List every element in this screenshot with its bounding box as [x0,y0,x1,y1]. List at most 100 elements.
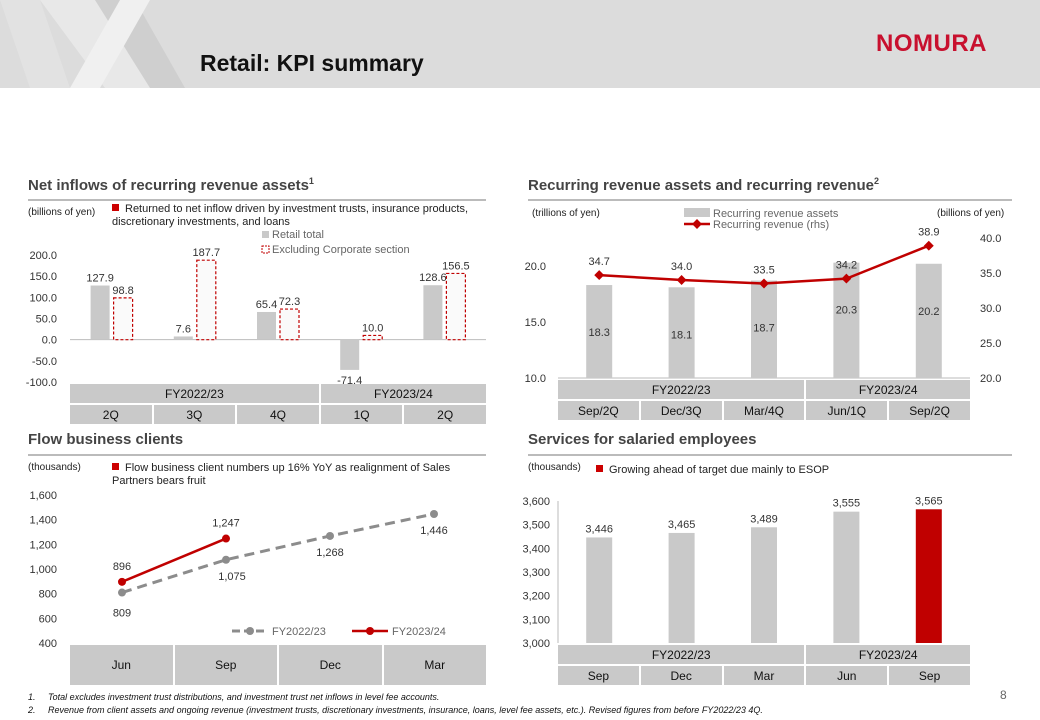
fy2022-label: 1,446 [420,525,448,537]
recurring-revenue-marker [759,278,769,289]
divider [28,199,486,201]
retail-total-bar [173,336,193,340]
recurring-assets-label: 18.7 [753,323,774,335]
salaried-services-label: 3,446 [585,523,613,535]
fy-header: FY2023/24 [806,380,970,399]
y-tick-label: 3,500 [522,520,550,532]
recurring-unit-left: (trillions of yen) [532,208,600,219]
legend-marker [246,627,254,635]
net-inflows-note: Returned to net inflow driven by investm… [112,203,469,228]
legend-marker [692,219,702,229]
recurring-revenue-marker [676,275,687,285]
services-note: Growing ahead of target due mainly to ES… [596,464,976,477]
fy2022-label: 1,268 [316,547,344,559]
retail-total-label: 7.6 [176,323,191,335]
footnote-2: 2. Revenue from client assets and ongoing… [28,705,763,715]
y-tick-label: 1,200 [29,539,57,551]
recurring-title: Recurring revenue assets and recurring r… [528,176,879,194]
excl-corporate-bar [279,308,300,341]
y-tick-label: 3,600 [522,496,550,508]
y-left-tick-label: 10.0 [525,373,546,385]
recurring-revenue-marker [841,273,852,284]
month-cell: Jun [70,645,173,685]
y-tick-label: -50.0 [32,356,57,368]
quarter-cell: 2Q [404,405,486,424]
salaried-services-label: 3,489 [750,513,778,525]
retail-total-label: 127.9 [86,273,114,285]
y-tick-label: 100.0 [29,292,57,304]
fy-header: FY2022/23 [558,380,805,399]
flow-note: Flow business client numbers up 16% YoY … [112,462,451,487]
salaried-services-bar [751,527,777,643]
page-number: 8 [1000,688,1007,702]
excl-corporate-label: 72.3 [279,296,300,308]
month-cell: Sep [889,666,970,685]
y-tick-label: -100.0 [26,377,57,389]
month-cell: Mar [723,666,805,685]
recurring-revenue-label: 34.0 [671,261,692,273]
fy2023-marker [222,534,230,543]
net-inflows-period-table: FY2022/23 FY2023/24 2Q 3Q 4Q 1Q 2Q [70,384,486,424]
recurring-revenue-label: 33.5 [753,265,774,277]
header-banner [0,0,1040,88]
y-tick-label: 3,100 [522,614,550,626]
period-cell: Dec/3Q [640,401,722,420]
recurring-assets-label: 18.3 [588,327,609,339]
month-cell: Sep [174,645,277,685]
y-tick-label: 3,400 [522,543,550,555]
y-right-tick-label: 40.0 [980,233,1001,245]
excl-corporate-label: 156.5 [442,260,470,272]
recurring-assets-bar [668,287,695,378]
fy2022-label: 809 [113,608,131,620]
excl-corporate-label: 187.7 [193,247,221,259]
y-tick-label: 50.0 [36,314,57,326]
fy-header: FY2023/24 [320,384,486,403]
legend-swatch [261,245,270,254]
fy2022-label: 1,075 [218,571,246,583]
salaried-services-label: 3,565 [915,495,943,507]
y-right-tick-label: 20.0 [980,373,1001,385]
legend-label: Recurring revenue assets [713,208,839,220]
y-tick-label: 0.0 [42,335,57,347]
salaried-services-bar [833,511,860,643]
retail-total-label: 65.4 [256,299,277,311]
recurring-assets-label: 20.2 [918,306,939,318]
month-cell: Dec [279,645,382,685]
y-right-tick-label: 25.0 [980,338,1001,350]
footnote-1: 1. Total excludes investment trust distri… [28,692,440,702]
legend-label: Retail total [272,229,324,241]
retail-total-bar [340,339,360,370]
retail-total-label: 128.6 [419,272,447,284]
recurring-assets-bar [915,263,942,378]
excl-corporate-bar [112,297,134,341]
flow-title: Flow business clients [28,431,184,448]
fy-header: FY2022/23 [558,645,805,664]
bullet-icon [112,204,119,211]
legend-label: Excluding Corporate section [272,244,410,256]
excl-corporate-bar [445,272,466,341]
y-right-tick-label: 35.0 [980,268,1001,280]
y-left-tick-label: 15.0 [525,317,546,329]
retail-total-bar [423,285,443,340]
fy2023-label: 896 [113,561,131,573]
recurring-assets-bar [586,285,613,378]
recurring-revenue-label: 34.7 [588,256,609,268]
y-right-tick-label: 30.0 [980,303,1001,315]
quarter-cell: 3Q [153,405,236,424]
y-tick-label: 3,200 [522,591,550,603]
y-tick-label: 1,400 [29,515,57,527]
flow-unit: (thousands) [28,462,81,473]
month-cell: Jun [806,666,888,685]
recurring-assets-label: 18.1 [671,329,692,341]
legend-swatch [262,231,269,238]
recurring-revenue-marker [923,240,934,251]
recurring-revenue-label: 34.2 [836,260,857,272]
y-tick-label: 150.0 [29,271,57,283]
recurring-revenue-label: 38.9 [918,227,939,239]
excl-corporate-bar [196,259,217,341]
legend-label: FY2022/23 [272,626,326,638]
quarter-cell: 2Q [70,405,152,424]
y-tick-label: 3,300 [522,567,550,579]
fy-header: FY2022/23 [70,384,319,403]
